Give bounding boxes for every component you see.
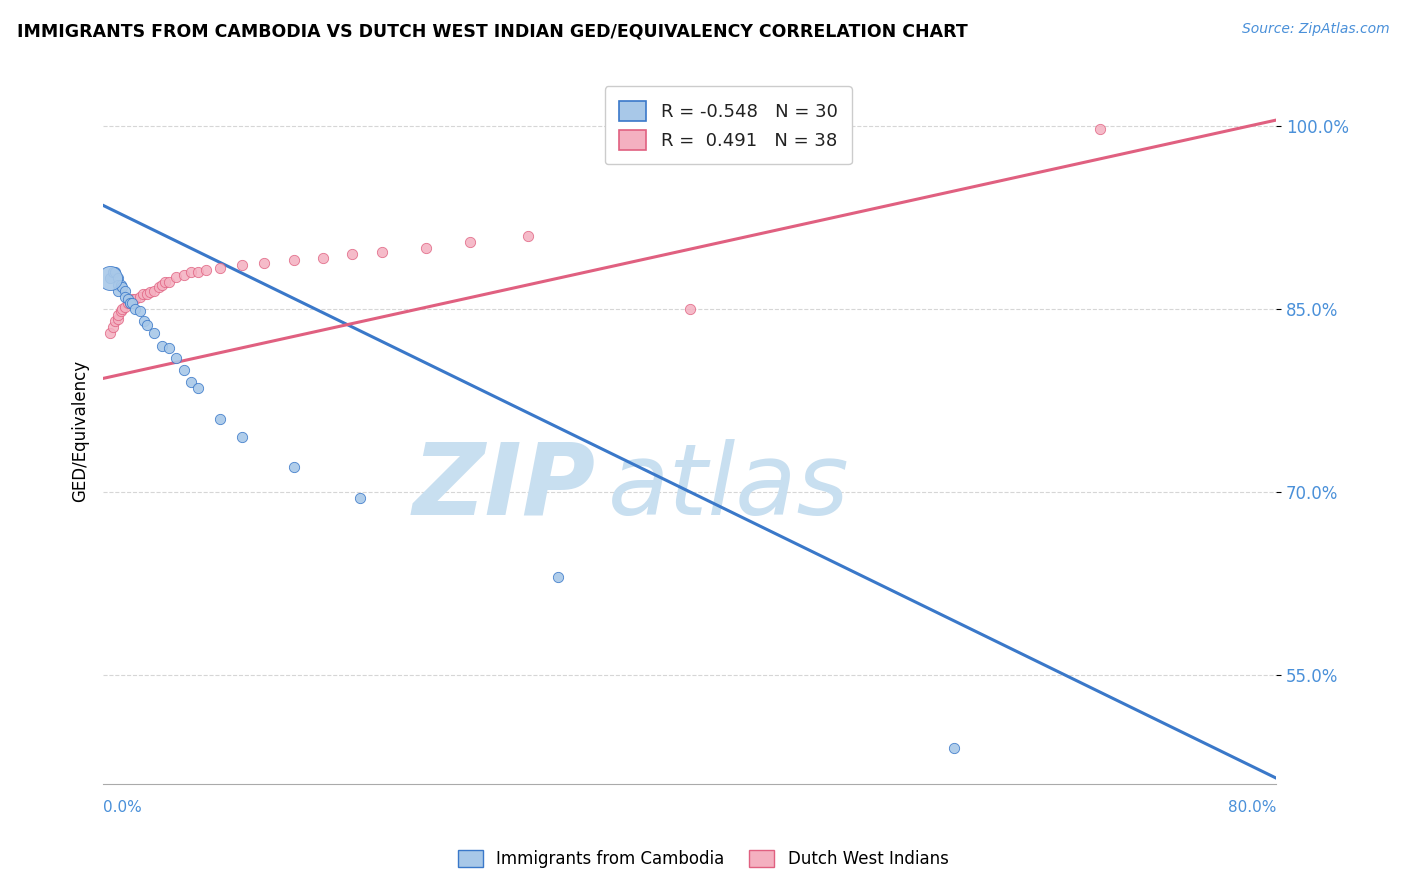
Point [942, 740, 965, 755]
Point [107, 277, 129, 292]
Point [114, 300, 136, 314]
Point [180, 375, 202, 389]
Point [100, 271, 122, 285]
Point [517, 228, 540, 243]
Point [143, 326, 166, 341]
Text: IMMIGRANTS FROM CAMBODIA VS DUTCH WEST INDIAN GED/EQUIVALENCY CORRELATION CHART: IMMIGRANTS FROM CAMBODIA VS DUTCH WEST I… [17, 22, 967, 40]
Y-axis label: GED/Equivalency: GED/Equivalency [72, 359, 89, 502]
Point [104, 314, 127, 328]
Legend: Immigrants from Cambodia, Dutch West Indians: Immigrants from Cambodia, Dutch West Ind… [451, 843, 955, 875]
Point [107, 271, 129, 285]
Point [1088, 121, 1111, 136]
Point [121, 296, 143, 310]
Point [103, 320, 125, 334]
Point [283, 460, 305, 475]
Point [209, 260, 232, 275]
Point [180, 265, 202, 279]
Point [100, 326, 122, 341]
Point [173, 363, 195, 377]
Point [114, 284, 136, 298]
Point [107, 284, 129, 298]
Point [153, 275, 176, 289]
Point [143, 284, 166, 298]
Point [349, 491, 371, 505]
Point [231, 430, 253, 444]
Point [117, 292, 139, 306]
Point [187, 381, 209, 395]
Point [124, 292, 146, 306]
Point [209, 411, 232, 425]
Point [253, 255, 276, 269]
Point [100, 271, 122, 285]
Point [678, 301, 700, 316]
Point [136, 318, 159, 332]
Point [157, 341, 180, 355]
Point [114, 290, 136, 304]
Text: Source: ZipAtlas.com: Source: ZipAtlas.com [1241, 22, 1389, 37]
Point [111, 280, 134, 294]
Point [150, 277, 173, 292]
Point [194, 263, 217, 277]
Point [117, 296, 139, 310]
Text: 0.0%: 0.0% [103, 800, 142, 815]
Text: ZIP: ZIP [413, 439, 596, 536]
Text: atlas: atlas [607, 439, 849, 536]
Point [342, 247, 364, 261]
Point [118, 296, 141, 310]
Point [165, 351, 187, 365]
Point [148, 280, 170, 294]
Legend: R = -0.548   N = 30, R =  0.491   N = 38: R = -0.548 N = 30, R = 0.491 N = 38 [605, 87, 852, 164]
Point [107, 308, 129, 322]
Point [107, 311, 129, 326]
Point [187, 265, 209, 279]
Point [118, 296, 141, 310]
Point [415, 241, 437, 255]
Point [128, 304, 150, 318]
Point [547, 570, 569, 584]
Point [128, 290, 150, 304]
Point [150, 338, 173, 352]
Point [157, 275, 180, 289]
Point [110, 304, 132, 318]
Point [132, 287, 155, 301]
Point [458, 235, 481, 249]
Point [103, 265, 125, 279]
Text: 80.0%: 80.0% [1227, 800, 1277, 815]
Point [134, 314, 156, 328]
Point [312, 251, 335, 265]
Point [104, 265, 127, 279]
Point [173, 268, 195, 282]
Point [111, 301, 134, 316]
Point [121, 292, 143, 306]
Point [124, 301, 146, 316]
Point [139, 285, 162, 299]
Point [165, 270, 187, 285]
Point [370, 244, 392, 259]
Point [283, 253, 305, 268]
Point [136, 287, 159, 301]
Point [231, 258, 253, 272]
Point [110, 277, 132, 292]
